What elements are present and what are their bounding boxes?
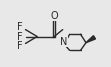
Text: F: F	[17, 41, 23, 51]
Polygon shape	[86, 36, 95, 43]
Text: O: O	[50, 11, 58, 21]
Text: F: F	[17, 32, 23, 42]
Text: N: N	[60, 37, 67, 47]
Text: F: F	[17, 22, 23, 32]
